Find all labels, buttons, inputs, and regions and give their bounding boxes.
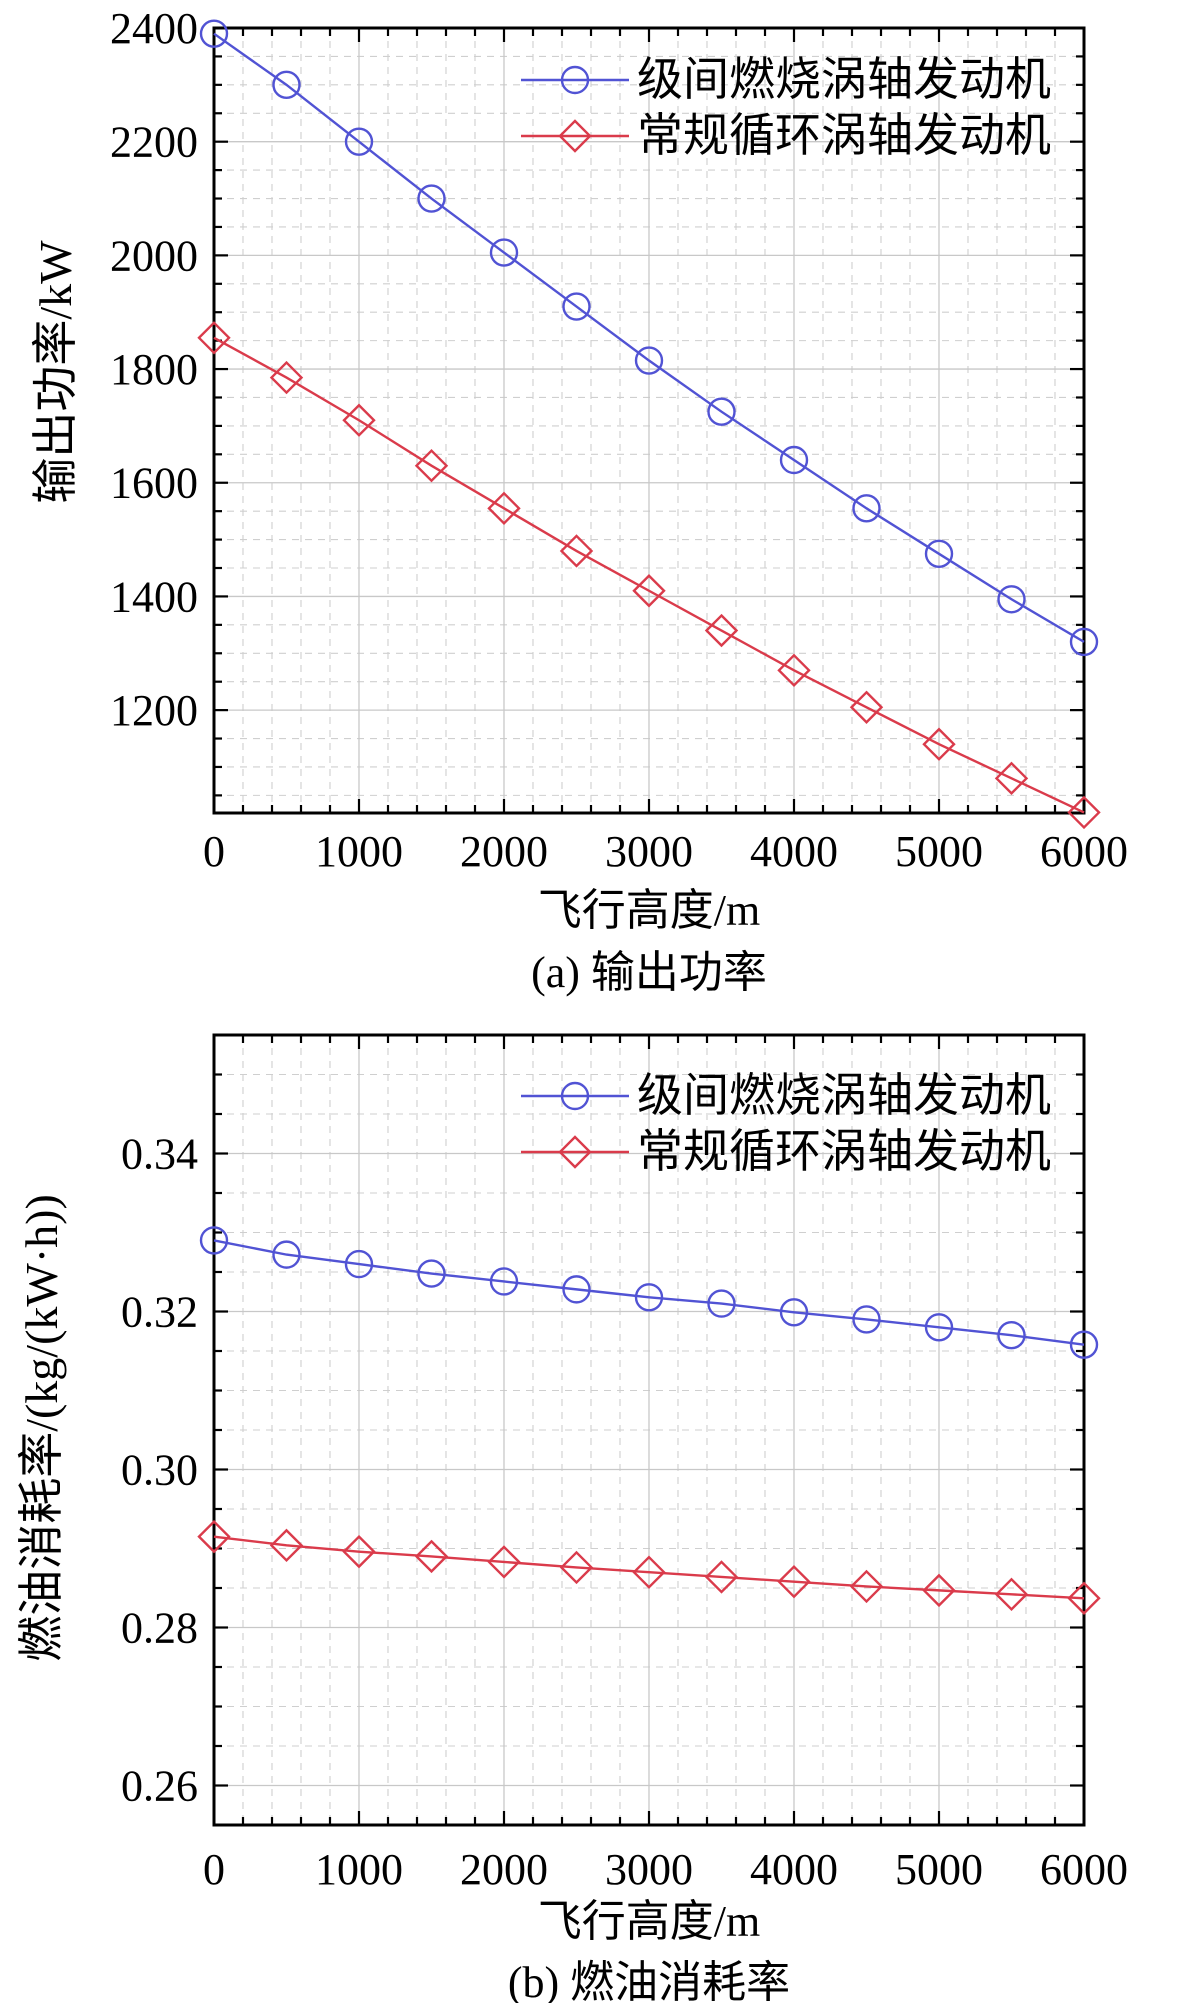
x-tick-label: 4000: [750, 827, 838, 876]
y-tick-label: 2400: [110, 4, 198, 53]
x-tick-label: 6000: [1040, 1845, 1128, 1890]
x-tick-label: 6000: [1040, 827, 1128, 876]
x-tick-label: 0: [203, 1845, 225, 1890]
y-tick-label: 1600: [110, 459, 198, 508]
chart-a-caption: (a) 输出功率: [531, 948, 767, 997]
chart-b-plot-area: 0 1000 2000 3000 4000 5000 6000 0.26 0.28 0.30 0.3…: [121, 1033, 1128, 1890]
x-tick-label: 0: [203, 827, 225, 876]
series-line: [213, 32, 1085, 643]
chart-a-legend-item-interstage: 级间燃烧涡轴发动机: [519, 52, 1051, 108]
x-tick-label: 3000: [605, 1845, 693, 1890]
y-tick-label: 1200: [110, 686, 198, 735]
circle-marker-icon: [521, 1081, 629, 1111]
y-tick-label: 1800: [110, 345, 198, 394]
y-tick-label: 0.32: [121, 1288, 198, 1337]
chart-b-x-axis-title: 飞行高度/m: [537, 1897, 761, 1946]
chart-a-x-axis-title: 飞行高度/m: [537, 886, 761, 935]
series-line: [213, 336, 1085, 814]
series-line: [213, 1535, 1085, 1600]
x-tick-label: 4000: [750, 1845, 838, 1890]
diamond-marker-icon: [521, 119, 629, 153]
x-tick-label: 1000: [315, 827, 403, 876]
chart-a-legend-item-conventional: 常规循环涡轴发动机: [519, 108, 1051, 164]
series-line: [213, 1239, 1085, 1346]
chart-a-plot-area: 0 1000 2000 3000 4000 5000 6000 1200 1400 1600 180…: [110, 4, 1128, 876]
x-tick-label: 3000: [605, 827, 693, 876]
chart-b-y-axis-title: 燃油消耗率/(kg/(kW·h)): [16, 1194, 67, 1662]
chart-b-legend-item-interstage: 级间燃烧涡轴发动机: [519, 1068, 1051, 1124]
chart-a-y-axis-title: 输出功率/kW: [30, 240, 81, 504]
legend-label: 常规循环涡轴发动机: [637, 110, 1051, 161]
x-tick-label: 2000: [460, 827, 548, 876]
chart-b-legend-item-conventional: 常规循环涡轴发动机: [519, 1124, 1051, 1180]
y-tick-label: 0.26: [121, 1762, 198, 1811]
y-tick-label: 0.34: [121, 1130, 198, 1179]
y-tick-label: 2200: [110, 118, 198, 167]
y-tick-label: 1400: [110, 572, 198, 621]
x-tick-label: 5000: [895, 1845, 983, 1890]
y-tick-label: 2000: [110, 231, 198, 280]
x-tick-label: 5000: [895, 827, 983, 876]
circle-marker-icon: [521, 65, 629, 95]
legend-label: 级间燃烧涡轴发动机: [637, 54, 1051, 105]
x-tick-label: 1000: [315, 1845, 403, 1890]
y-tick-label: 0.30: [121, 1446, 198, 1495]
y-tick-label: 0.28: [121, 1604, 198, 1653]
legend-label: 常规循环涡轴发动机: [637, 1126, 1051, 1177]
diamond-marker-icon: [521, 1135, 629, 1169]
x-tick-label: 2000: [460, 1845, 548, 1890]
legend-label: 级间燃烧涡轴发动机: [637, 1070, 1051, 1121]
chart-b-caption: (b) 燃油消耗率: [507, 1958, 791, 2003]
